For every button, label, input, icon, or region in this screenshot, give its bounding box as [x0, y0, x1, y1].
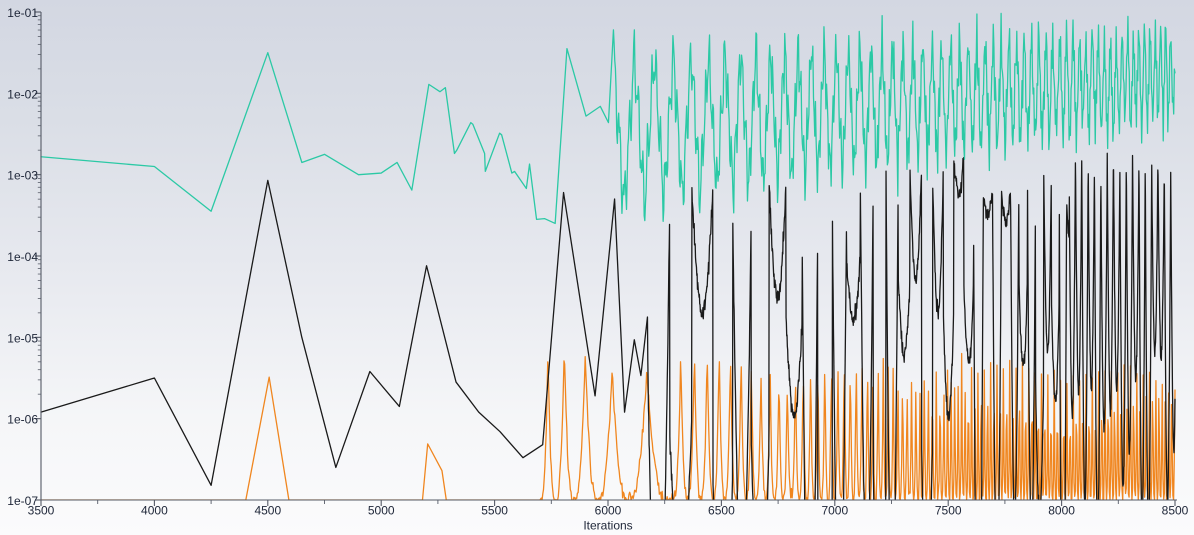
svg-text:1e-03: 1e-03: [7, 169, 38, 183]
svg-text:5500: 5500: [481, 504, 508, 518]
svg-text:3500: 3500: [28, 504, 55, 518]
svg-text:4000: 4000: [141, 504, 168, 518]
svg-text:8500: 8500: [1162, 504, 1189, 518]
svg-text:8000: 8000: [1048, 504, 1075, 518]
svg-text:1e-02: 1e-02: [7, 87, 38, 101]
svg-text:1e-06: 1e-06: [7, 413, 38, 427]
svg-text:6500: 6500: [708, 504, 735, 518]
svg-text:7500: 7500: [935, 504, 962, 518]
svg-text:4500: 4500: [254, 504, 281, 518]
svg-text:7000: 7000: [821, 504, 848, 518]
svg-text:Iterations: Iterations: [583, 519, 632, 533]
svg-text:1e-04: 1e-04: [7, 250, 38, 264]
svg-text:5000: 5000: [368, 504, 395, 518]
svg-text:1e-05: 1e-05: [7, 331, 38, 345]
svg-text:1e-01: 1e-01: [7, 6, 38, 20]
svg-text:6000: 6000: [595, 504, 622, 518]
